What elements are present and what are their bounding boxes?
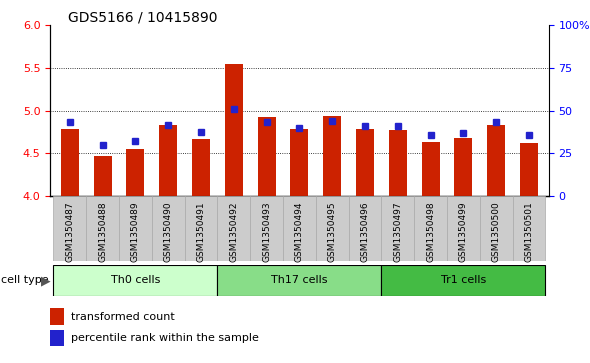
Text: GDS5166 / 10415890: GDS5166 / 10415890 (68, 11, 217, 25)
Bar (192, 139, 210, 196)
Text: GSM1350493: GSM1350493 (262, 201, 271, 262)
Text: Tr1 cells: Tr1 cells (441, 276, 486, 285)
Bar (126, 149, 145, 196)
Text: cell type: cell type (1, 276, 48, 285)
FancyBboxPatch shape (218, 196, 250, 261)
Bar (94, 156, 112, 196)
Bar (323, 116, 341, 196)
Bar (389, 130, 407, 196)
FancyBboxPatch shape (381, 265, 545, 296)
Text: GSM1350487: GSM1350487 (65, 201, 74, 262)
Text: GSM1350495: GSM1350495 (327, 201, 337, 262)
Bar (422, 142, 440, 196)
Text: transformed count: transformed count (71, 312, 175, 322)
Text: GSM1350489: GSM1350489 (131, 201, 140, 262)
Bar (50, 330, 64, 346)
FancyBboxPatch shape (86, 196, 119, 261)
Text: GSM1350498: GSM1350498 (426, 201, 435, 262)
Bar (290, 130, 309, 196)
Text: Th17 cells: Th17 cells (271, 276, 327, 285)
Text: GSM1350497: GSM1350497 (394, 201, 402, 262)
Bar (225, 64, 243, 196)
FancyBboxPatch shape (250, 196, 283, 261)
Bar (258, 117, 276, 196)
Text: GSM1350500: GSM1350500 (491, 201, 501, 262)
Bar (520, 143, 538, 196)
Text: percentile rank within the sample: percentile rank within the sample (71, 334, 259, 343)
Text: GSM1350499: GSM1350499 (459, 201, 468, 262)
Bar (356, 130, 374, 196)
Bar (61, 130, 79, 196)
FancyBboxPatch shape (480, 196, 513, 261)
Text: GSM1350494: GSM1350494 (295, 201, 304, 262)
FancyBboxPatch shape (414, 196, 447, 261)
FancyBboxPatch shape (349, 196, 381, 261)
Text: GSM1350501: GSM1350501 (525, 201, 533, 262)
FancyBboxPatch shape (381, 196, 414, 261)
FancyBboxPatch shape (513, 196, 545, 261)
Text: Th0 cells: Th0 cells (111, 276, 160, 285)
Bar (50, 308, 64, 325)
Text: GSM1350488: GSM1350488 (98, 201, 107, 262)
Bar (487, 125, 505, 196)
FancyBboxPatch shape (218, 265, 381, 296)
FancyBboxPatch shape (283, 196, 316, 261)
Bar (454, 138, 473, 196)
FancyBboxPatch shape (54, 196, 86, 261)
FancyBboxPatch shape (185, 196, 218, 261)
FancyBboxPatch shape (119, 196, 152, 261)
FancyBboxPatch shape (54, 265, 218, 296)
Text: GSM1350490: GSM1350490 (164, 201, 173, 262)
FancyBboxPatch shape (447, 196, 480, 261)
Text: GSM1350492: GSM1350492 (230, 201, 238, 262)
Text: ▶: ▶ (41, 274, 51, 287)
FancyBboxPatch shape (316, 196, 349, 261)
Text: GSM1350496: GSM1350496 (360, 201, 369, 262)
Bar (159, 125, 177, 196)
FancyBboxPatch shape (152, 196, 185, 261)
Text: GSM1350491: GSM1350491 (196, 201, 205, 262)
